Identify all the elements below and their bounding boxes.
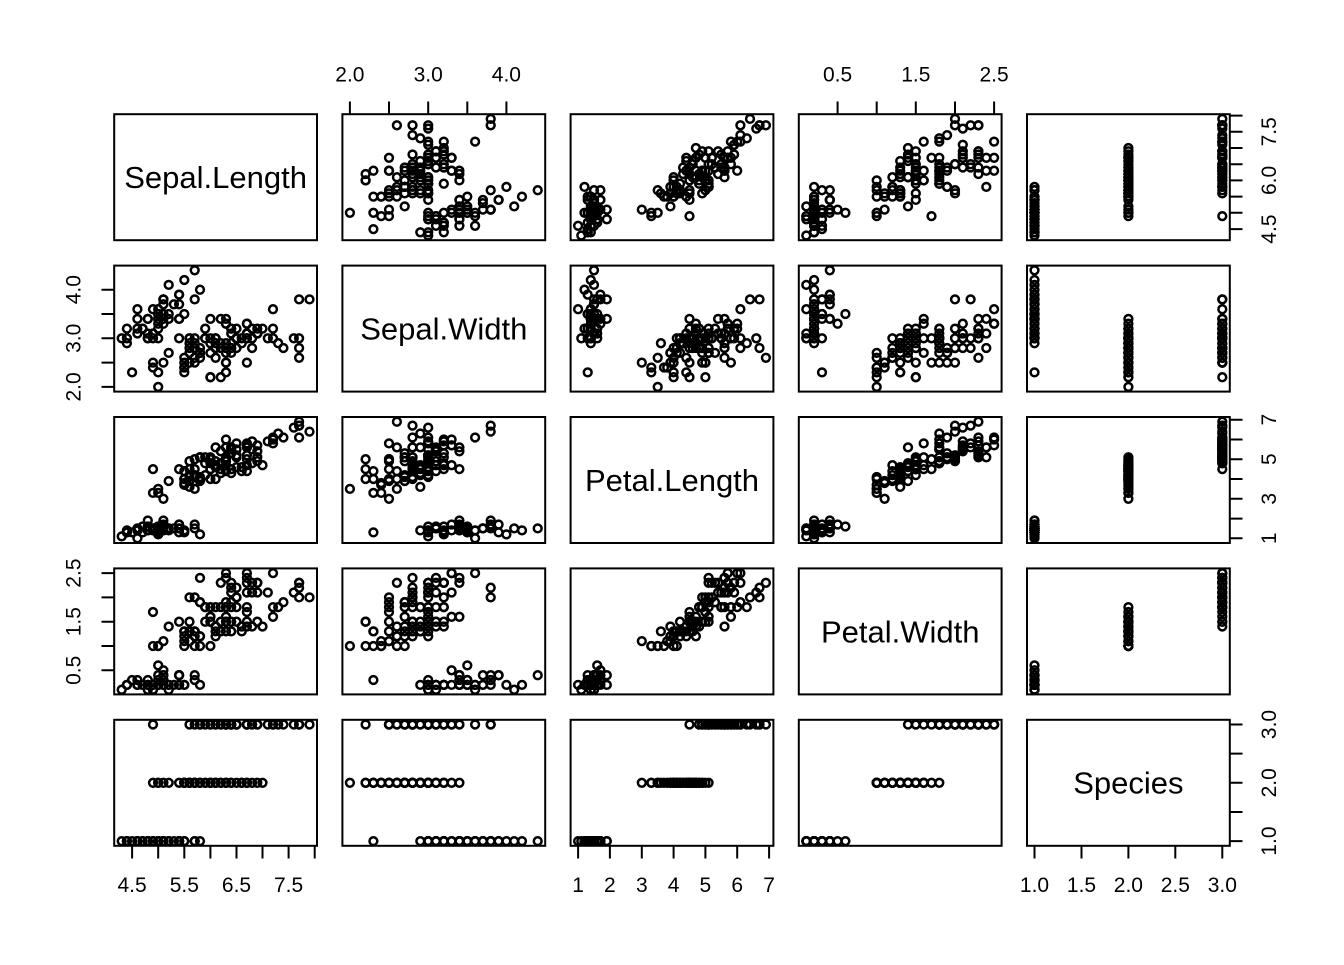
svg-text:7: 7: [763, 874, 775, 897]
svg-text:1.5: 1.5: [1067, 874, 1096, 897]
svg-text:2.5: 2.5: [63, 558, 86, 587]
svg-text:1.5: 1.5: [901, 64, 930, 87]
svg-text:5: 5: [1258, 453, 1281, 465]
svg-text:2.0: 2.0: [63, 372, 86, 401]
svg-text:0.5: 0.5: [823, 64, 852, 87]
svg-text:6.0: 6.0: [1258, 166, 1281, 195]
svg-text:Sepal.Width: Sepal.Width: [360, 312, 527, 347]
svg-text:Petal.Width: Petal.Width: [821, 614, 980, 649]
svg-text:1: 1: [1258, 532, 1281, 544]
svg-text:3: 3: [1258, 493, 1281, 505]
svg-text:3: 3: [636, 874, 648, 897]
svg-text:6: 6: [731, 874, 743, 897]
svg-text:5: 5: [700, 874, 712, 897]
svg-text:1.0: 1.0: [1020, 874, 1049, 897]
svg-text:1.5: 1.5: [63, 607, 86, 636]
svg-text:4.0: 4.0: [63, 275, 86, 304]
svg-text:1.0: 1.0: [1258, 826, 1281, 855]
svg-text:Petal.Length: Petal.Length: [585, 463, 759, 498]
svg-text:4: 4: [668, 874, 680, 897]
svg-text:2.5: 2.5: [1161, 874, 1190, 897]
svg-text:2.5: 2.5: [979, 64, 1008, 87]
svg-text:3.0: 3.0: [63, 324, 86, 353]
svg-text:3.0: 3.0: [1258, 710, 1281, 739]
svg-text:2.0: 2.0: [1114, 874, 1143, 897]
svg-text:4.5: 4.5: [1258, 214, 1281, 243]
svg-text:3.0: 3.0: [414, 64, 443, 87]
svg-text:2.0: 2.0: [335, 64, 364, 87]
svg-text:7: 7: [1258, 414, 1281, 426]
svg-text:7.5: 7.5: [1258, 117, 1281, 146]
svg-text:7.5: 7.5: [274, 874, 303, 897]
svg-text:3.0: 3.0: [1208, 874, 1237, 897]
svg-text:4.5: 4.5: [117, 874, 146, 897]
svg-text:6.5: 6.5: [222, 874, 251, 897]
svg-text:2: 2: [604, 874, 616, 897]
svg-text:Species: Species: [1073, 766, 1183, 801]
svg-text:Sepal.Length: Sepal.Length: [124, 160, 307, 195]
svg-text:2.0: 2.0: [1258, 768, 1281, 797]
svg-text:1: 1: [572, 874, 584, 897]
svg-text:0.5: 0.5: [63, 656, 86, 685]
svg-text:5.5: 5.5: [170, 874, 199, 897]
svg-text:4.0: 4.0: [492, 64, 521, 87]
